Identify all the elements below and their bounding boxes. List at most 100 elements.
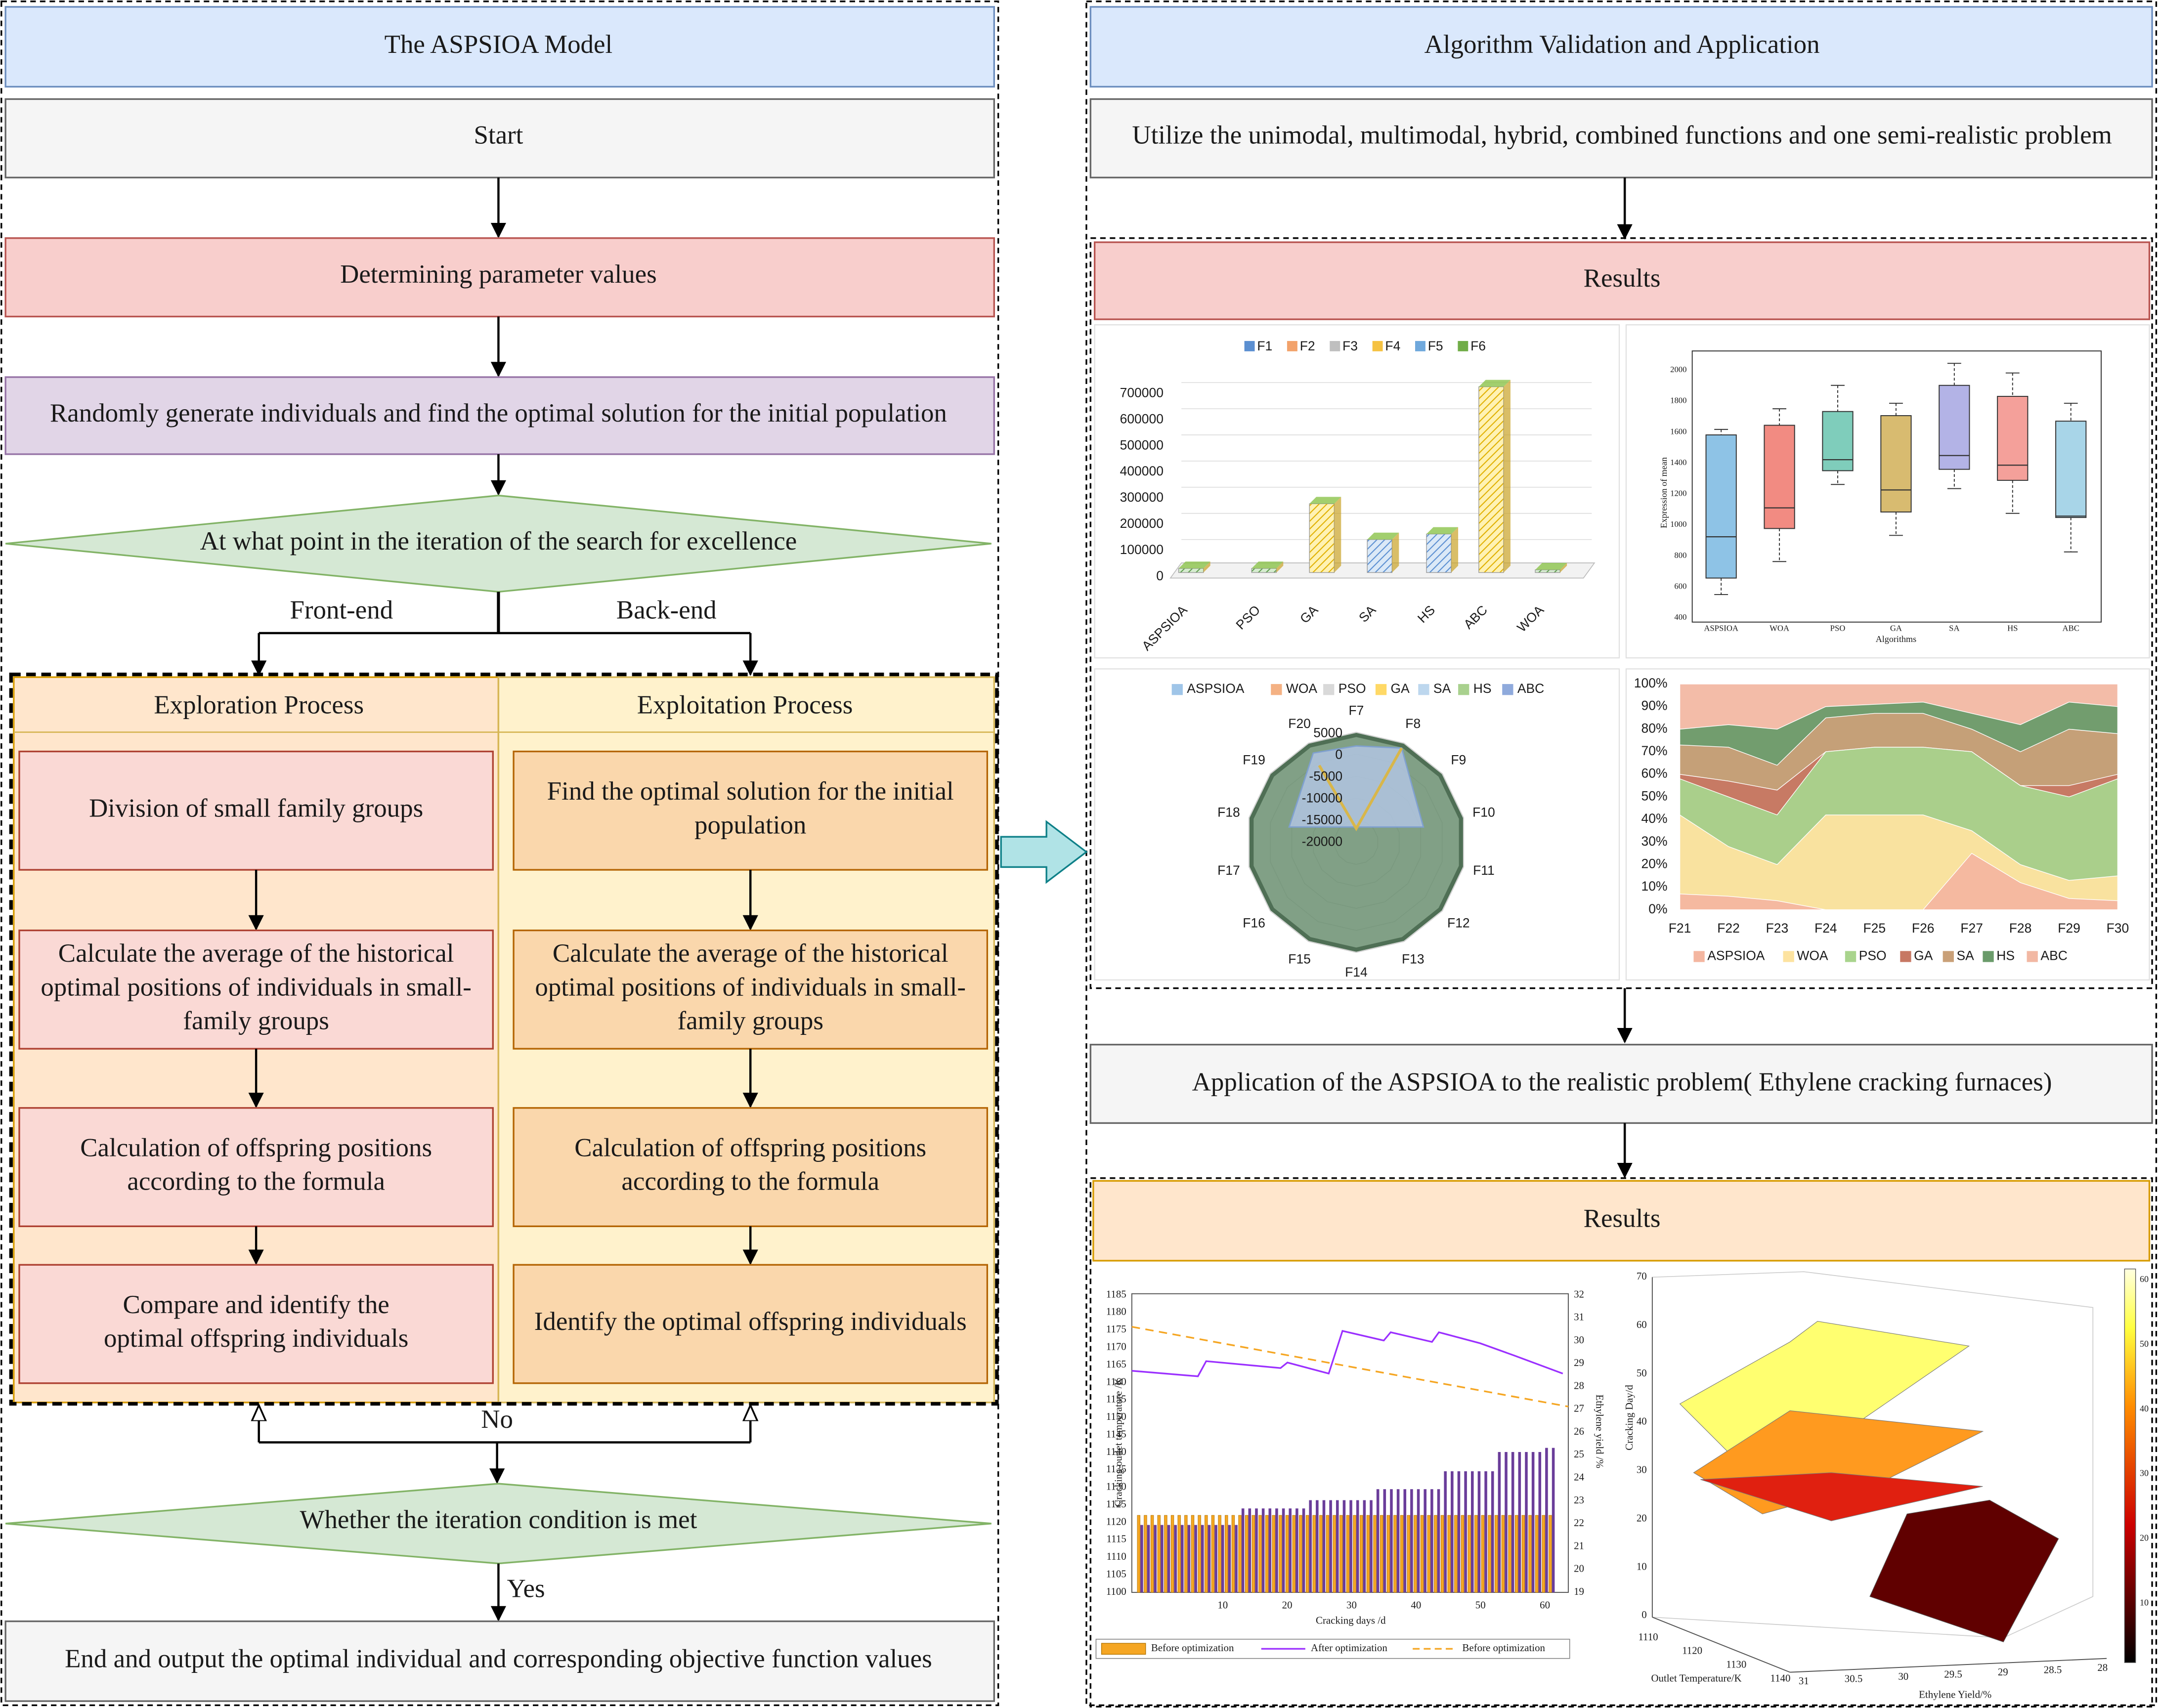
bar bbox=[1424, 1489, 1426, 1593]
label: SA bbox=[1957, 948, 1975, 963]
bar bbox=[1501, 1515, 1505, 1593]
label: 28 bbox=[2097, 1662, 2108, 1673]
step-box bbox=[4, 237, 995, 318]
box bbox=[1764, 425, 1795, 529]
bar bbox=[1349, 1500, 1352, 1593]
title-box bbox=[1089, 6, 2153, 88]
legend-swatch bbox=[1330, 341, 1340, 351]
label: 20% bbox=[1641, 856, 1668, 871]
label: 28.5 bbox=[2044, 1664, 2062, 1676]
label: F29 bbox=[2058, 921, 2080, 936]
box-text: Calculation of offspring positions accord… bbox=[574, 1134, 926, 1196]
label: 700000 bbox=[1120, 385, 1164, 400]
label: GA bbox=[1914, 948, 1933, 963]
label: Before optimization bbox=[1462, 1642, 1545, 1654]
label: F28 bbox=[2009, 921, 2032, 936]
text-line: Compare and identify the bbox=[123, 1290, 389, 1319]
bar-top bbox=[1367, 532, 1399, 540]
label: After optimization bbox=[1311, 1642, 1387, 1654]
label: ABC bbox=[1517, 681, 1544, 696]
text-line: family groups bbox=[678, 1007, 823, 1035]
label: F15 bbox=[1288, 952, 1311, 967]
label: 100% bbox=[1634, 676, 1668, 690]
bar bbox=[1316, 1500, 1319, 1593]
label: 5000 bbox=[1313, 725, 1342, 740]
bar bbox=[1299, 1515, 1302, 1593]
label: 40% bbox=[1641, 811, 1668, 826]
bar bbox=[1447, 1515, 1451, 1593]
label: F8 bbox=[1405, 716, 1421, 731]
label: Before optimization bbox=[1151, 1642, 1234, 1654]
box-text: Calculate the average of the historical o… bbox=[41, 939, 472, 1035]
bar bbox=[1214, 1525, 1217, 1593]
bar bbox=[1282, 1508, 1285, 1593]
label: 0 bbox=[1641, 1609, 1646, 1621]
label: 50 bbox=[1475, 1599, 1486, 1611]
label: -5000 bbox=[1309, 769, 1342, 783]
text-line: optimal positions of individuals in smal… bbox=[535, 973, 966, 1001]
bar bbox=[1542, 1515, 1545, 1593]
label: Cracking outlet temperature /K bbox=[1113, 1378, 1124, 1506]
process-step bbox=[18, 1107, 494, 1227]
label: 1105 bbox=[1106, 1568, 1126, 1580]
label: F16 bbox=[1243, 915, 1265, 930]
results-frame bbox=[1089, 237, 2153, 989]
bar bbox=[1531, 1452, 1535, 1593]
label: 0 bbox=[1335, 747, 1342, 762]
decision bbox=[5, 1483, 992, 1565]
box-text: Division of small family groups bbox=[89, 794, 423, 822]
bar bbox=[1241, 1508, 1245, 1593]
label: F26 bbox=[1912, 921, 1935, 936]
label: 26 bbox=[1574, 1425, 1584, 1437]
legend-swatch bbox=[1287, 341, 1297, 351]
label: 1800 bbox=[1670, 396, 1686, 405]
bar bbox=[1353, 1515, 1356, 1593]
transfer-arrow bbox=[1000, 820, 1088, 884]
label: 60 bbox=[1540, 1599, 1550, 1611]
process-step bbox=[513, 1107, 989, 1227]
label: SA bbox=[1949, 624, 1959, 633]
title-box bbox=[4, 6, 995, 88]
label: HS bbox=[1996, 948, 2015, 963]
bar bbox=[1339, 1515, 1343, 1593]
label: 10 bbox=[1637, 1560, 1647, 1572]
process-step bbox=[18, 750, 494, 871]
bar bbox=[1258, 1515, 1262, 1593]
bar bbox=[1205, 1515, 1208, 1593]
bar bbox=[1251, 568, 1277, 573]
label: 1100 bbox=[1106, 1585, 1126, 1597]
label: 40 bbox=[1411, 1599, 1421, 1611]
label: 10% bbox=[1641, 879, 1668, 894]
bar bbox=[1211, 1515, 1215, 1593]
bar-top bbox=[1535, 563, 1567, 570]
label: F13 bbox=[1402, 952, 1425, 967]
box-text: Identify the optimal offspring individua… bbox=[534, 1307, 967, 1336]
box bbox=[1705, 434, 1737, 579]
label: 50 bbox=[2140, 1339, 2149, 1349]
bar-side bbox=[1392, 532, 1399, 573]
bar bbox=[1528, 1515, 1532, 1593]
label: F24 bbox=[1814, 921, 1837, 936]
label: 90% bbox=[1641, 698, 1668, 713]
surface bbox=[1700, 1472, 1983, 1521]
bar-side bbox=[1334, 497, 1341, 573]
bar bbox=[1363, 1500, 1366, 1593]
label: F20 bbox=[1288, 716, 1311, 731]
label: Results bbox=[1584, 264, 1661, 293]
label: 1180 bbox=[1106, 1306, 1126, 1318]
legend-swatch bbox=[1458, 341, 1468, 351]
label: 1120 bbox=[1106, 1515, 1126, 1527]
label: F1 bbox=[1257, 339, 1272, 353]
bar bbox=[1393, 1515, 1397, 1593]
bar bbox=[1481, 1515, 1485, 1593]
label: Cracking Day/d bbox=[1623, 1384, 1635, 1450]
bar bbox=[1511, 1452, 1514, 1593]
bar bbox=[1194, 1525, 1197, 1593]
bar bbox=[1285, 1515, 1289, 1593]
bar bbox=[1295, 1508, 1298, 1593]
text-line: Calculation of offspring positions bbox=[574, 1134, 926, 1162]
text-line: Find the optimal solution for the initia… bbox=[547, 777, 954, 806]
bar bbox=[1427, 1515, 1430, 1593]
label: 1165 bbox=[1106, 1358, 1126, 1370]
